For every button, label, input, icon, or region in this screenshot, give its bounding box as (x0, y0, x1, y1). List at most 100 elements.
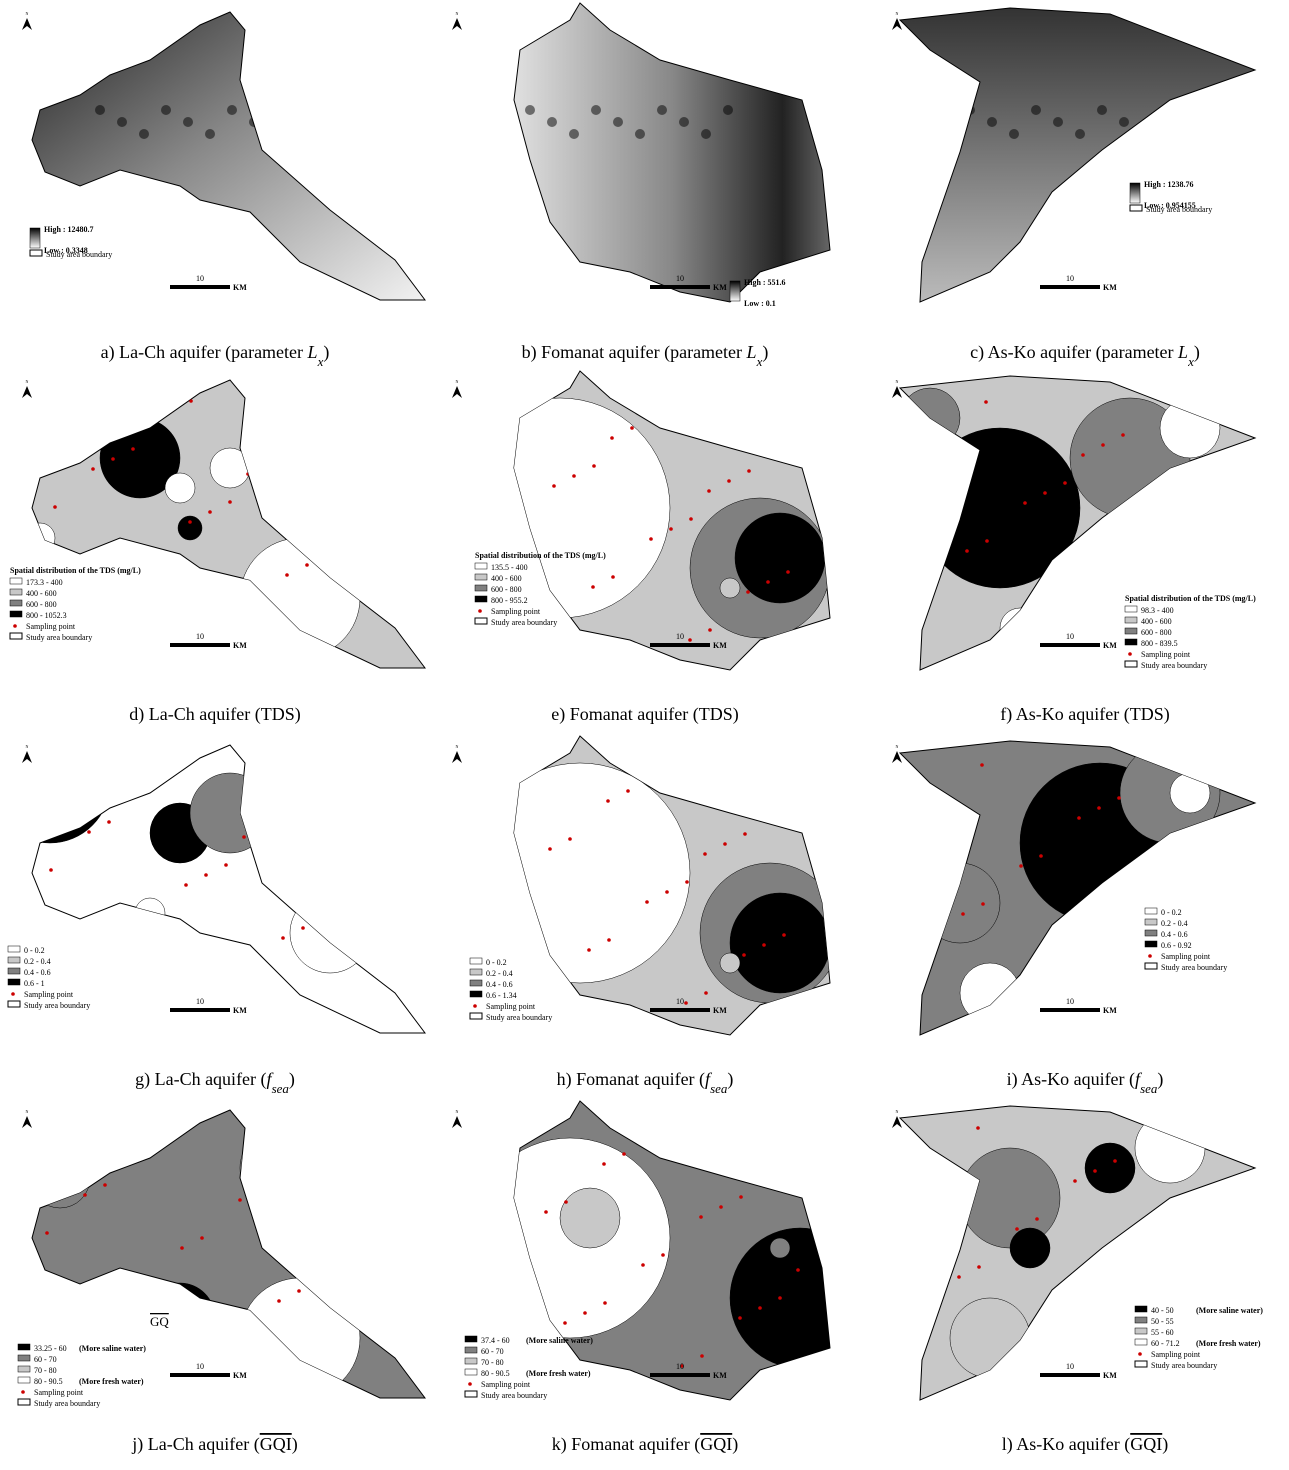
sampling-point (1174, 869, 1178, 873)
legend-swatch (1135, 1317, 1147, 1323)
sampling-point (1077, 816, 1081, 820)
scale-unit: KM (713, 641, 727, 650)
sampling-point (1016, 1366, 1020, 1370)
legend-label: 0 - 0.2 (24, 946, 45, 955)
zone (498, 526, 522, 550)
sampling-point (359, 878, 363, 882)
sampling-point (1062, 602, 1066, 606)
legend-swatch (468, 1382, 472, 1386)
scale-unit: KM (1103, 1006, 1117, 1015)
hotspot (139, 129, 149, 139)
sampling-point (1039, 854, 1043, 858)
sampling-point (1194, 859, 1198, 863)
sampling-point (1023, 501, 1027, 505)
caption-text: h) Fomanat aquifer ( (557, 1069, 705, 1090)
zone (960, 1148, 1060, 1248)
hotspot (679, 117, 689, 127)
legend-swatch (465, 1391, 477, 1397)
sampling-point (1120, 554, 1124, 558)
sampling-point (946, 438, 950, 442)
sampling-point (626, 789, 630, 793)
scale-bar (1040, 643, 1100, 647)
sampling-point (977, 1265, 981, 1269)
sampling-point (340, 767, 344, 771)
sampling-point (1217, 607, 1221, 611)
hotspot (183, 117, 193, 127)
panel: N10KM33.25 - 60(More saline water)60 - 7… (18, 1109, 425, 1455)
caption-text: ) (292, 1434, 298, 1455)
sampling-point (165, 772, 169, 776)
legend-swatch (1145, 908, 1157, 914)
legend-label: 80 - 90.5 (481, 1369, 510, 1378)
legend-swatch (18, 1366, 30, 1372)
sampling-point (1210, 1212, 1214, 1216)
scale-bar (650, 1373, 710, 1377)
zone (720, 578, 740, 598)
hotspot (987, 117, 997, 127)
legend-label: 600 - 800 (26, 600, 57, 609)
legend-swatch (475, 585, 487, 591)
caption: k) Fomanat aquifer (GQI) (552, 1434, 738, 1455)
legend-swatch (1148, 954, 1152, 958)
legend-swatch (8, 957, 20, 963)
sampling-point (1132, 1270, 1136, 1274)
sampling-point (266, 462, 270, 466)
sampling-point (719, 1205, 723, 1209)
sampling-point (927, 587, 931, 591)
legend-label: 70 - 80 (34, 1366, 57, 1375)
caption: c) As-Ko aquifer (parameter Lx) (970, 342, 1200, 369)
sampling-point (704, 991, 708, 995)
caption: e) Fomanat aquifer (TDS) (551, 704, 738, 725)
hotspot (591, 105, 601, 115)
sampling-point (766, 580, 770, 584)
sampling-point (996, 1376, 1000, 1380)
north-label: N (896, 379, 899, 384)
legend-swatch (8, 979, 20, 985)
legend-swatch (470, 1013, 482, 1019)
north-arrow (22, 751, 32, 763)
sampling-point (1214, 849, 1218, 853)
sampling-point (184, 883, 188, 887)
legend-label: 600 - 800 (1141, 628, 1172, 637)
sampling-point (88, 969, 92, 973)
legend-label: 0.4 - 0.6 (1161, 930, 1188, 939)
sampling-point (141, 1145, 145, 1149)
sampling-point (544, 1210, 548, 1214)
legend-swatch (1145, 919, 1157, 925)
sampling-point (782, 933, 786, 937)
panel: N10KMHigh : 551.6Low : 0.1b) Fomanat aqu… (452, 3, 830, 369)
north-label: N (896, 1109, 899, 1114)
sampling-point (506, 1248, 510, 1252)
legend-swatch (10, 600, 22, 606)
legend-swatch (8, 946, 20, 952)
sampling-point (68, 979, 72, 983)
legend-swatch (30, 228, 40, 248)
sampling-point (980, 763, 984, 767)
hotspot (723, 105, 733, 115)
hotspot (1097, 105, 1107, 115)
sampling-point (107, 820, 111, 824)
sampling-point (796, 1268, 800, 1272)
legend-label: Study area boundary (1146, 205, 1212, 214)
caption: f) As-Ko aquifer (TDS) (1000, 704, 1169, 725)
sampling-point (1218, 486, 1222, 490)
zone (165, 473, 195, 503)
legend-label: 0.6 - 1 (24, 979, 45, 988)
sampling-point (297, 1289, 301, 1293)
zone (190, 773, 270, 853)
sampling-point (1024, 640, 1028, 644)
hotspot (1009, 129, 1019, 139)
sampling-point (1113, 1159, 1117, 1163)
sampling-point (238, 1198, 242, 1202)
sampling-point (688, 638, 692, 642)
legend-label: 33.25 - 60 (34, 1344, 67, 1353)
caption-text: l) As-Ko aquifer ( (1002, 1434, 1130, 1455)
north-label: N (26, 11, 29, 16)
sampling-point (277, 1299, 281, 1303)
sampling-point (1117, 796, 1121, 800)
hotspot (1075, 129, 1085, 139)
hotspot (227, 105, 237, 115)
hotspot (635, 129, 645, 139)
sampling-point (918, 1174, 922, 1178)
